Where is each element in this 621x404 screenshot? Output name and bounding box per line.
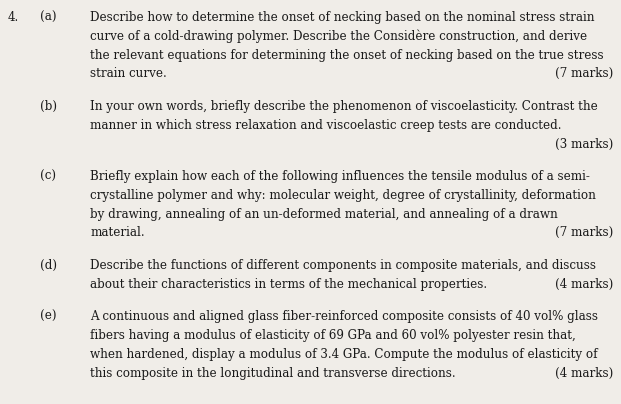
Text: (e): (e): [40, 310, 57, 324]
Text: (7 marks): (7 marks): [555, 67, 614, 80]
Text: about their characteristics in terms of the mechanical properties.: about their characteristics in terms of …: [90, 278, 487, 291]
Text: A continuous and aligned glass fiber-reinforced composite consists of 40 vol% gl: A continuous and aligned glass fiber-rei…: [90, 310, 598, 324]
Text: (7 marks): (7 marks): [555, 226, 614, 240]
Text: curve of a cold-drawing polymer. Describe the Considère construction, and derive: curve of a cold-drawing polymer. Describ…: [90, 30, 587, 43]
Text: Describe how to determine the onset of necking based on the nominal stress strai: Describe how to determine the onset of n…: [90, 11, 594, 24]
Text: this composite in the longitudinal and transverse directions.: this composite in the longitudinal and t…: [90, 367, 456, 380]
Text: when hardened, display a modulus of 3.4 GPa. Compute the modulus of elasticity o: when hardened, display a modulus of 3.4 …: [90, 348, 597, 361]
Text: Describe the functions of different components in composite materials, and discu: Describe the functions of different comp…: [90, 259, 596, 272]
Text: material.: material.: [90, 226, 145, 240]
Text: (d): (d): [40, 259, 57, 272]
Text: (4 marks): (4 marks): [555, 367, 614, 380]
Text: crystalline polymer and why: molecular weight, degree of crystallinity, deformat: crystalline polymer and why: molecular w…: [90, 189, 596, 202]
Text: the relevant equations for determining the onset of necking based on the true st: the relevant equations for determining t…: [90, 48, 604, 62]
Text: fibers having a modulus of elasticity of 69 GPa and 60 vol% polyester resin that: fibers having a modulus of elasticity of…: [90, 329, 576, 342]
Text: 4.: 4.: [7, 11, 19, 24]
Text: manner in which stress relaxation and viscoelastic creep tests are conducted.: manner in which stress relaxation and vi…: [90, 119, 561, 132]
Text: (b): (b): [40, 100, 57, 113]
Text: (a): (a): [40, 11, 57, 24]
Text: In your own words, briefly describe the phenomenon of viscoelasticity. Contrast : In your own words, briefly describe the …: [90, 100, 598, 113]
Text: (3 marks): (3 marks): [555, 137, 614, 151]
Text: (4 marks): (4 marks): [555, 278, 614, 291]
Text: Briefly explain how each of the following influences the tensile modulus of a se: Briefly explain how each of the followin…: [90, 170, 590, 183]
Text: (c): (c): [40, 170, 57, 183]
Text: strain curve.: strain curve.: [90, 67, 167, 80]
Text: by drawing, annealing of an un-deformed material, and annealing of a drawn: by drawing, annealing of an un-deformed …: [90, 208, 558, 221]
